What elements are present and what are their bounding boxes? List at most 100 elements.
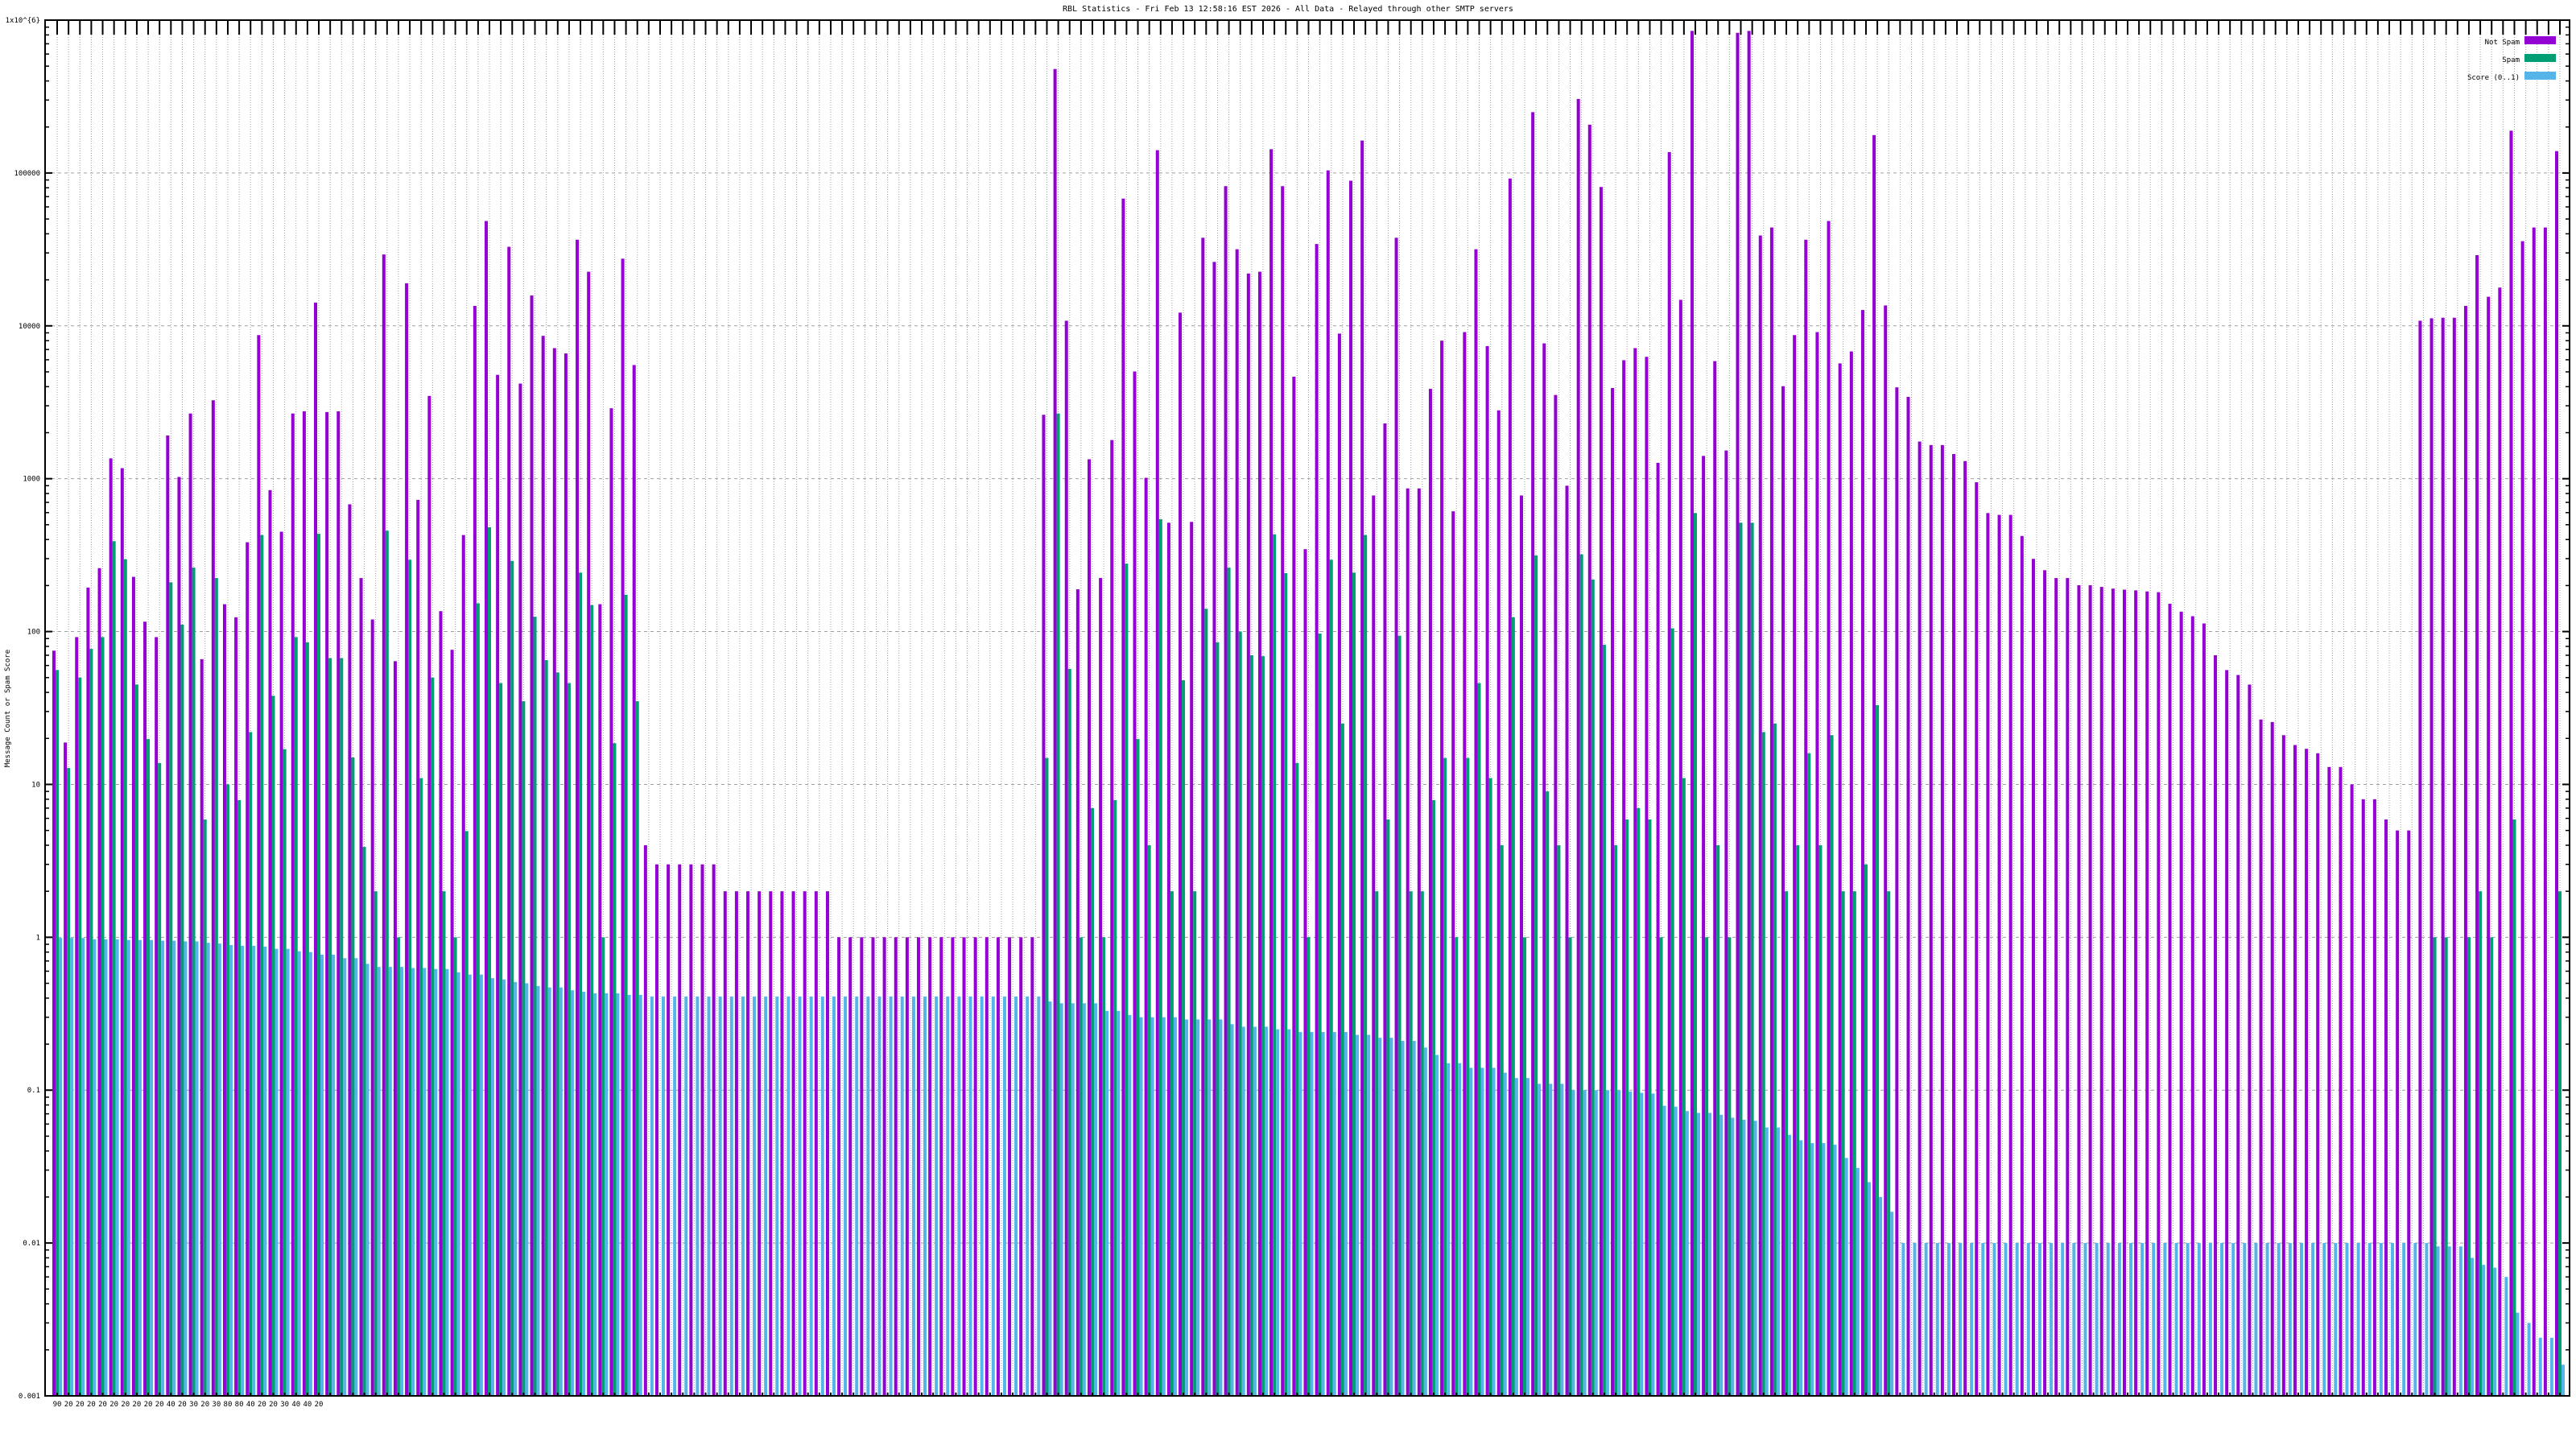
bar-not-spam xyxy=(1804,239,1808,1396)
bar-spam xyxy=(78,677,82,1396)
bar-score xyxy=(2004,1243,2008,1396)
bar-score xyxy=(900,996,904,1396)
bar-spam xyxy=(1090,807,1094,1396)
x-tick-label: 40 xyxy=(246,1401,255,1409)
bar-score xyxy=(1173,1017,1177,1396)
bar-not-spam xyxy=(2487,296,2491,1397)
bar-score xyxy=(377,967,381,1396)
bar-not-spam xyxy=(973,937,977,1396)
bar-score xyxy=(923,996,927,1396)
x-tick-label: 20 xyxy=(121,1401,130,1409)
bar-score xyxy=(1526,1078,1530,1396)
bar-not-spam xyxy=(439,611,443,1396)
bar-score xyxy=(1913,1243,1917,1396)
bar-not-spam xyxy=(1656,462,1660,1396)
bar-spam xyxy=(567,683,571,1396)
bar-not-spam xyxy=(64,742,68,1396)
bar-spam xyxy=(1852,891,1856,1396)
bar-spam xyxy=(1193,891,1197,1396)
bar-score xyxy=(2265,1243,2269,1396)
bar-score xyxy=(2117,1243,2121,1396)
bar-not-spam xyxy=(2099,587,2103,1396)
bar-not-spam xyxy=(314,302,318,1397)
bar-not-spam xyxy=(1827,221,1831,1397)
bar-score xyxy=(2493,1267,2497,1396)
bar-not-spam xyxy=(814,891,818,1396)
bar-not-spam xyxy=(1235,249,1239,1396)
bar-not-spam xyxy=(1019,937,1023,1396)
bar-score xyxy=(252,945,256,1396)
bar-not-spam xyxy=(1417,488,1421,1397)
bar-spam xyxy=(1455,937,1459,1396)
bar-not-spam xyxy=(2498,287,2502,1396)
x-tick-label: 20 xyxy=(200,1401,209,1409)
bar-score xyxy=(661,996,665,1396)
bar-score xyxy=(1230,1024,1234,1396)
bar-score xyxy=(59,938,62,1396)
bar-score xyxy=(1378,1038,1382,1396)
bar-score xyxy=(1310,1032,1314,1396)
bar-not-spam xyxy=(416,499,420,1396)
bar-not-spam xyxy=(2145,591,2149,1396)
bar-not-spam xyxy=(2441,317,2445,1397)
bar-score xyxy=(195,941,199,1396)
bar-score xyxy=(365,964,369,1396)
bar-not-spam xyxy=(2157,592,2161,1396)
bar-spam xyxy=(1295,762,1299,1396)
bar-score xyxy=(1924,1243,1928,1396)
bar-score xyxy=(399,967,403,1396)
bar-score xyxy=(1208,1019,1212,1396)
bar-not-spam xyxy=(871,937,875,1396)
bar-spam xyxy=(1056,413,1060,1396)
bar-score xyxy=(2243,1243,2247,1396)
bar-not-spam xyxy=(894,937,898,1396)
bar-score xyxy=(275,948,279,1396)
bar-spam xyxy=(1102,937,1106,1396)
bar-not-spam xyxy=(1394,237,1398,1397)
bar-not-spam xyxy=(1702,456,1706,1397)
bar-spam xyxy=(1705,937,1709,1396)
bar-score xyxy=(980,996,984,1396)
bar-spam xyxy=(1602,644,1606,1396)
bar-not-spam xyxy=(791,891,795,1396)
bar-spam xyxy=(158,762,162,1396)
bar-score xyxy=(957,996,961,1396)
bar-score xyxy=(2356,1243,2360,1396)
bar-score xyxy=(2345,1243,2349,1396)
bar-not-spam xyxy=(507,246,511,1397)
bar-score xyxy=(889,996,893,1396)
legend-swatch-spam xyxy=(2524,54,2556,62)
bar-not-spam xyxy=(1986,513,1990,1396)
bar-score xyxy=(2425,1243,2429,1396)
bar-not-spam xyxy=(2077,584,2081,1396)
bar-score xyxy=(2140,1243,2145,1396)
bar-score xyxy=(2128,1243,2132,1396)
bar-spam xyxy=(1534,555,1538,1397)
bar-score xyxy=(1002,996,1006,1396)
bar-not-spam xyxy=(1793,335,1797,1396)
bar-score xyxy=(308,952,312,1396)
bar-score xyxy=(172,940,176,1396)
bar-not-spam xyxy=(1463,332,1467,1396)
bar-not-spam xyxy=(1292,376,1296,1396)
bar-spam xyxy=(1249,654,1253,1396)
bar-score xyxy=(2322,1243,2326,1396)
bar-score xyxy=(1549,1084,1553,1396)
bar-spam xyxy=(601,937,605,1396)
bar-spam xyxy=(1785,891,1789,1396)
x-tick-label: 20 xyxy=(178,1401,187,1409)
bar-not-spam xyxy=(2225,670,2229,1396)
bar-spam xyxy=(442,891,446,1396)
bar-spam xyxy=(1716,845,1720,1396)
bar-spam xyxy=(1614,845,1618,1396)
bar-score xyxy=(1890,1212,1894,1396)
bar-score xyxy=(707,996,711,1396)
bar-not-spam xyxy=(1531,112,1535,1397)
bar-score xyxy=(1435,1055,1439,1396)
bar-not-spam xyxy=(1622,360,1626,1396)
x-tick-label: 30 xyxy=(189,1401,198,1409)
bar-not-spam xyxy=(1099,578,1103,1396)
bar-not-spam xyxy=(1144,477,1148,1396)
bar-score xyxy=(1708,1113,1712,1396)
bar-not-spam xyxy=(393,661,397,1396)
